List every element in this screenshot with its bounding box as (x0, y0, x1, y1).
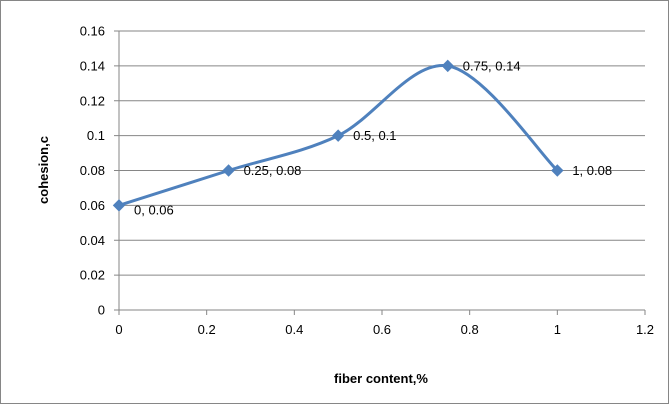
data-point-marker (112, 199, 126, 212)
markers (112, 59, 564, 212)
x-tick-label: 0.6 (373, 322, 391, 337)
x-tick-label: 0.8 (461, 322, 479, 337)
data-point-marker (551, 164, 564, 177)
y-tick-label: 0 (98, 303, 105, 318)
y-axis-title: cohesion,c (36, 136, 51, 204)
x-tick-labels: 0 0.2 0.4 0.6 0.8 1 1.2 (115, 322, 654, 337)
y-tick-label: 0.04 (80, 233, 105, 248)
y-tick-label: 0.06 (80, 198, 105, 213)
x-tick-label: 0.4 (285, 322, 303, 337)
data-point-marker (222, 164, 235, 177)
x-tick-label: 0 (115, 322, 122, 337)
y-tick-labels: 0 0.02 0.04 0.06 0.08 0.1 0.12 0.14 0.16 (80, 24, 105, 318)
x-tick-label: 1.2 (636, 322, 654, 337)
data-label: 1, 0.08 (572, 163, 612, 178)
y-tick-label: 0.08 (80, 163, 105, 178)
data-labels: 0, 0.06 0.25, 0.08 0.5, 0.1 0.75, 0.14 1, 0.… (134, 58, 612, 217)
data-point-marker (331, 129, 345, 142)
x-tick-label: 0.2 (198, 322, 216, 337)
data-point-marker (441, 59, 454, 73)
data-label: 0.5, 0.1 (353, 128, 396, 143)
y-tick-label: 0.14 (80, 58, 105, 73)
data-label: 0, 0.06 (134, 202, 174, 217)
y-tick-label: 0.12 (80, 93, 105, 108)
y-tick-label: 0.02 (80, 268, 105, 283)
data-label: 0.25, 0.08 (244, 163, 302, 178)
x-axis-title: fiber content,% (334, 371, 428, 386)
x-tick-label: 1 (554, 322, 561, 337)
y-tick-label: 0.16 (80, 24, 105, 39)
y-tick-label: 0.1 (87, 128, 105, 143)
series-layer (118, 64, 559, 207)
series-line (118, 64, 559, 207)
data-label: 0.75, 0.14 (463, 58, 521, 73)
